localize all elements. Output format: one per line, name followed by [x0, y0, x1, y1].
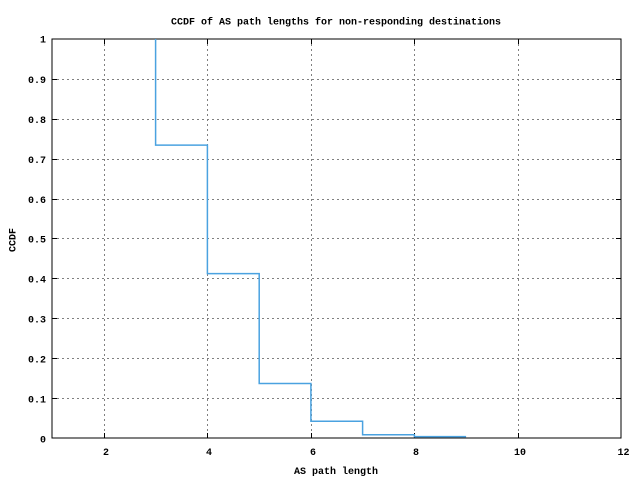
svg-text:CCDF: CCDF: [9, 228, 20, 252]
svg-text:1: 1: [40, 36, 46, 47]
svg-text:4: 4: [206, 448, 212, 459]
svg-text:0.5: 0.5: [28, 236, 46, 247]
svg-text:2: 2: [103, 448, 109, 459]
svg-text:0.7: 0.7: [28, 156, 46, 167]
svg-text:0.2: 0.2: [28, 356, 46, 367]
svg-text:AS path length: AS path length: [294, 466, 378, 478]
svg-text:12: 12: [617, 448, 629, 459]
svg-text:0.3: 0.3: [28, 316, 46, 327]
svg-text:0.1: 0.1: [28, 396, 46, 407]
svg-text:0.8: 0.8: [28, 116, 46, 127]
svg-text:6: 6: [310, 448, 316, 459]
svg-text:10: 10: [514, 448, 526, 459]
svg-text:8: 8: [413, 448, 419, 459]
svg-text:0.6: 0.6: [28, 196, 46, 207]
svg-text:0: 0: [40, 436, 46, 447]
svg-text:CCDF of AS path lengths for no: CCDF of AS path lengths for non-respondi…: [171, 17, 501, 29]
svg-text:0.9: 0.9: [28, 76, 46, 87]
svg-text:0.4: 0.4: [28, 276, 46, 287]
